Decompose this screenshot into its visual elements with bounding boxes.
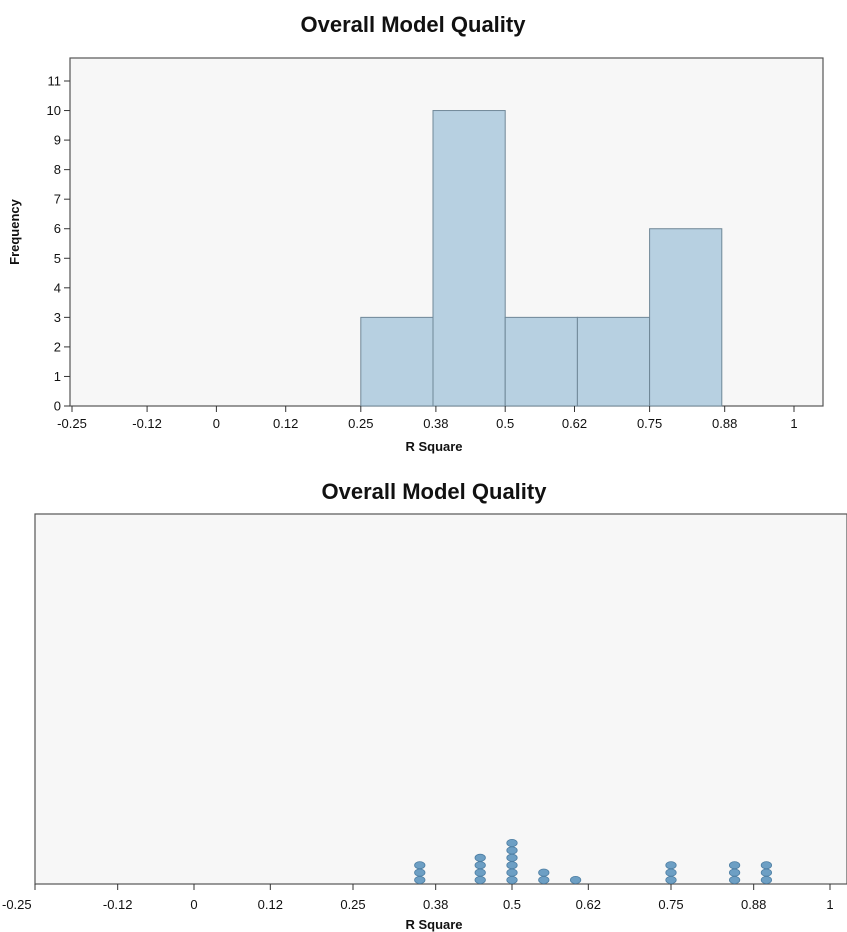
histogram-title: Overall Model Quality (301, 12, 527, 37)
dotplot-point-2 (414, 861, 426, 870)
dotplot-x-tick-label-2: 0 (190, 897, 197, 912)
dotplot-point-5 (474, 861, 486, 870)
dotplot-x-tick-label-0: -0.25 (2, 897, 32, 912)
histogram-x-tick-label-10: 1 (790, 416, 797, 431)
histogram-y-axis: 0 1 2 3 4 5 6 7 8 9 10 11 (47, 74, 70, 414)
dotplot-x-tick-label-7: 0.62 (576, 897, 601, 912)
dotplot-point-14 (538, 868, 550, 877)
histogram-y-tick-label-8: 8 (54, 162, 61, 177)
histogram-y-tick-label-4: 4 (54, 280, 61, 295)
dotplot-plot-area (34, 513, 847, 885)
dotplot-point-12 (506, 839, 518, 848)
dotplot-point-24 (760, 861, 773, 870)
histogram-y-tick-label-11: 11 (48, 74, 62, 89)
dotplot-point-22 (760, 876, 773, 885)
dotplot-x-axis: -0.25 -0.12 0 0.12 0.25 0.38 0.5 0.62 0.75 0.88 1 (2, 884, 834, 912)
histogram-bar-3 (576, 316, 651, 407)
dotplot-title: Overall Model Quality (322, 479, 548, 504)
histogram-y-tick-label-1: 1 (54, 369, 61, 384)
histogram-bars (360, 110, 723, 407)
dotplot-point-4 (474, 868, 486, 877)
dotplot-point-15 (569, 876, 582, 885)
histogram-y-tick-label-9: 9 (54, 133, 61, 148)
dotplot-point-9 (506, 861, 518, 870)
histogram-x-tick-label-1: -0.12 (132, 416, 162, 431)
histogram-x-tick-label-9: 0.88 (712, 416, 737, 431)
dotplot-point-6 (474, 853, 486, 862)
dotplot-point-13 (538, 876, 550, 885)
histogram-bar-2 (504, 316, 578, 407)
histogram-y-tick-label-6: 6 (54, 221, 61, 236)
dotplot-point-18 (665, 861, 677, 870)
histogram-x-tick-label-4: 0.25 (348, 416, 373, 431)
histogram-y-tick-label-2: 2 (54, 339, 61, 354)
dotplot-x-tick-label-6: 0.5 (503, 897, 521, 912)
histogram-y-tick-label-10: 10 (47, 103, 61, 118)
histogram-x-tick-label-0: -0.25 (57, 416, 87, 431)
dotplot-point-21 (728, 861, 741, 870)
dotplot-point-7 (506, 876, 518, 885)
histogram-x-tick-label-7: 0.62 (562, 416, 587, 431)
histogram-x-axis-label: R Square (405, 439, 462, 454)
dotplot-x-tick-label-4: 0.25 (340, 897, 365, 912)
histogram-bar-1 (432, 110, 506, 407)
histogram-bar-0 (360, 316, 434, 407)
histogram-x-tick-label-2: 0 (213, 416, 220, 431)
dotplot-x-tick-label-8: 0.75 (658, 897, 683, 912)
dotplot-point-1 (414, 868, 426, 877)
histogram-y-axis-label: Frequency (7, 198, 22, 265)
dotplot-point-19 (728, 876, 741, 885)
dotplot-x-axis-label: R Square (405, 917, 462, 932)
histogram-x-tick-label-6: 0.5 (496, 416, 514, 431)
dotplot-panel: Overall Model Quality -0.25 -0.12 0 0.12 0.2… (2, 479, 847, 932)
histogram-y-tick-label-7: 7 (54, 192, 61, 207)
dotplot-x-tick-label-3: 0.12 (258, 897, 283, 912)
dotplot-point-20 (728, 868, 741, 877)
histogram-y-tick-label-0: 0 (54, 399, 61, 414)
histogram-x-axis: -0.25 -0.12 0 0.12 0.25 0.38 0.5 0.62 0.75 0.88 1 (57, 406, 798, 431)
dotplot-x-tick-label-10: 1 (826, 897, 833, 912)
histogram-x-tick-label-3: 0.12 (273, 416, 298, 431)
histogram-x-tick-label-5: 0.38 (423, 416, 448, 431)
histogram-x-tick-label-8: 0.75 (637, 416, 662, 431)
histogram-bar-4 (649, 228, 723, 407)
dotplot-point-17 (665, 868, 677, 877)
dotplot-point-0 (414, 876, 426, 885)
histogram-y-tick-label-3: 3 (54, 310, 61, 325)
dotplot-point-3 (474, 876, 486, 885)
dotplot-x-tick-label-1: -0.12 (103, 897, 133, 912)
histogram-y-tick-label-5: 5 (54, 251, 61, 266)
dotplot-x-tick-label-9: 0.88 (741, 897, 766, 912)
dotplot-x-tick-label-5: 0.38 (423, 897, 448, 912)
dotplot-point-8 (506, 868, 518, 877)
dotplot-point-11 (506, 846, 518, 855)
dotplot-point-16 (665, 876, 677, 885)
dotplot-point-10 (506, 853, 518, 862)
dotplot-points (414, 839, 773, 885)
dotplot-point-23 (760, 868, 773, 877)
